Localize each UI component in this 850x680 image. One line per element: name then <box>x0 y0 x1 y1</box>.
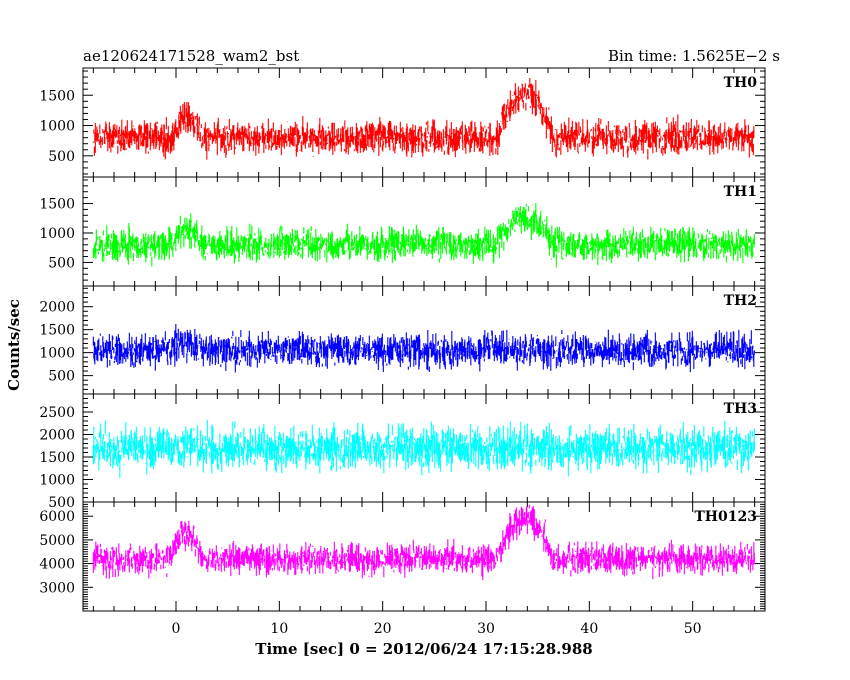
y-tick-label: 1000 <box>39 119 75 135</box>
y-tick-label: 500 <box>48 149 75 165</box>
panel-th2: 500 1000 1500 2000 TH2 <box>39 285 766 395</box>
x-tick-label: 40 <box>580 621 598 637</box>
y-tick-label: 2500 <box>39 405 75 421</box>
series-line-th2 <box>92 324 755 373</box>
y-tick-label: 500 <box>48 495 75 511</box>
y-tick-label: 6000 <box>39 509 75 525</box>
panel-label-th1: TH1 <box>724 184 757 200</box>
chart-title-right: Bin time: 1.5625E−2 s <box>608 47 780 65</box>
y-tick-label: 1500 <box>39 323 75 339</box>
y-tick-label: 500 <box>48 255 75 271</box>
x-tick-label: 50 <box>684 621 702 637</box>
x-tick-label: 30 <box>477 621 495 637</box>
y-tick-label: 500 <box>48 369 75 385</box>
y-tick-label: 1000 <box>39 346 75 362</box>
series-line-th3 <box>92 419 755 478</box>
y-tick-label: 2000 <box>39 428 75 444</box>
x-tick-label: 10 <box>270 621 288 637</box>
panel-th3: 500 1000 1500 2000 2500 TH3 <box>39 393 766 511</box>
panel-th0123: 3000 4000 5000 6000 TH0123 <box>39 501 766 612</box>
y-tick-label: 3000 <box>39 580 75 596</box>
y-tick-label: 1000 <box>39 473 75 489</box>
panel-label-th2: TH2 <box>724 293 757 309</box>
panel-label-th0: TH0 <box>724 75 758 91</box>
y-tick-label: 2000 <box>39 300 75 316</box>
chart-title-left: ae120624171528_wam2_bst <box>83 47 299 65</box>
y-tick-label: 1000 <box>39 226 75 242</box>
panels-group: 50010001500TH050010001500TH1500100015002… <box>39 67 766 637</box>
y-tick-label: 4000 <box>39 557 75 573</box>
panel-label-th0123: TH0123 <box>694 509 757 525</box>
x-axis-label: Time [sec] 0 = 2012/06/24 17:15:28.988 <box>255 640 592 658</box>
panel-th0: 500 1000 1500 TH0 <box>39 67 766 178</box>
y-tick-label: 1500 <box>39 88 75 104</box>
series-line-th0 <box>92 77 755 160</box>
x-tick-label: 20 <box>374 621 392 637</box>
y-tick-label: 5000 <box>39 533 75 549</box>
panel-th1: 500 1000 1500 TH1 <box>39 176 766 287</box>
panel-label-th3: TH3 <box>724 401 757 417</box>
series-line-th0123 <box>92 504 755 581</box>
series-line-th1 <box>92 203 755 268</box>
y-axis-label: Counts/sec <box>5 299 23 391</box>
x-tick-label: 0 <box>172 621 181 637</box>
y-tick-label: 1500 <box>39 450 75 466</box>
y-tick-label: 1500 <box>39 197 75 213</box>
